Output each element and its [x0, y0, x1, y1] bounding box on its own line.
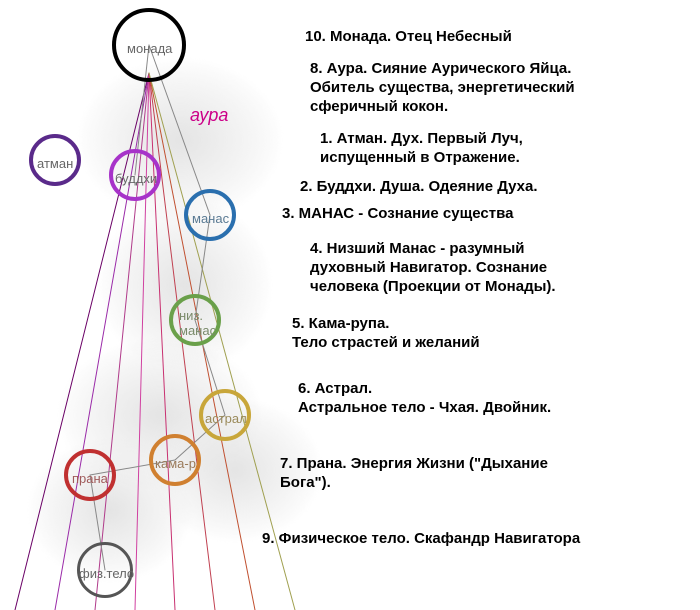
- node-manas: [184, 189, 236, 241]
- node-kama: [149, 434, 201, 486]
- desc-t6: 6. Астрал. Астральное тело - Чхая. Двойн…: [298, 380, 551, 418]
- smoke-blob: [80, 60, 280, 220]
- aura-label: аура: [190, 105, 228, 126]
- node-atman: [29, 134, 81, 186]
- desc-t5: 5. Кама-рупа. Тело страстей и желаний: [292, 315, 480, 353]
- node-lowmanas: [169, 294, 221, 346]
- node-astral: [199, 389, 251, 441]
- desc-t3: 3. МАНАС - Сознание существа: [282, 205, 513, 224]
- desc-t2: 2. Буддхи. Душа. Одеяние Духа.: [300, 178, 538, 197]
- node-phys: [77, 542, 133, 598]
- node-prana: [64, 449, 116, 501]
- smoke-blob: [100, 200, 270, 370]
- desc-t4: 4. Низший Манас - разумный духовный Нави…: [310, 240, 556, 296]
- desc-t7: 7. Прана. Энергия Жизни ("Дыхание Бога")…: [280, 455, 548, 493]
- node-buddhi: [109, 149, 161, 201]
- diagram-canvas: монадаатманбуддхиманасниз. манасастралка…: [0, 0, 700, 610]
- desc-t8: 8. Аура. Сияние Аурического Яйца. Обител…: [310, 60, 575, 116]
- desc-t9: 9. Физическое тело. Скафандр Навигатора: [262, 530, 580, 549]
- node-monada: [112, 8, 186, 82]
- desc-t1: 1. Атман. Дух. Первый Луч, испущенный в …: [320, 130, 523, 168]
- desc-t10: 10. Монада. Отец Небесный: [305, 28, 512, 47]
